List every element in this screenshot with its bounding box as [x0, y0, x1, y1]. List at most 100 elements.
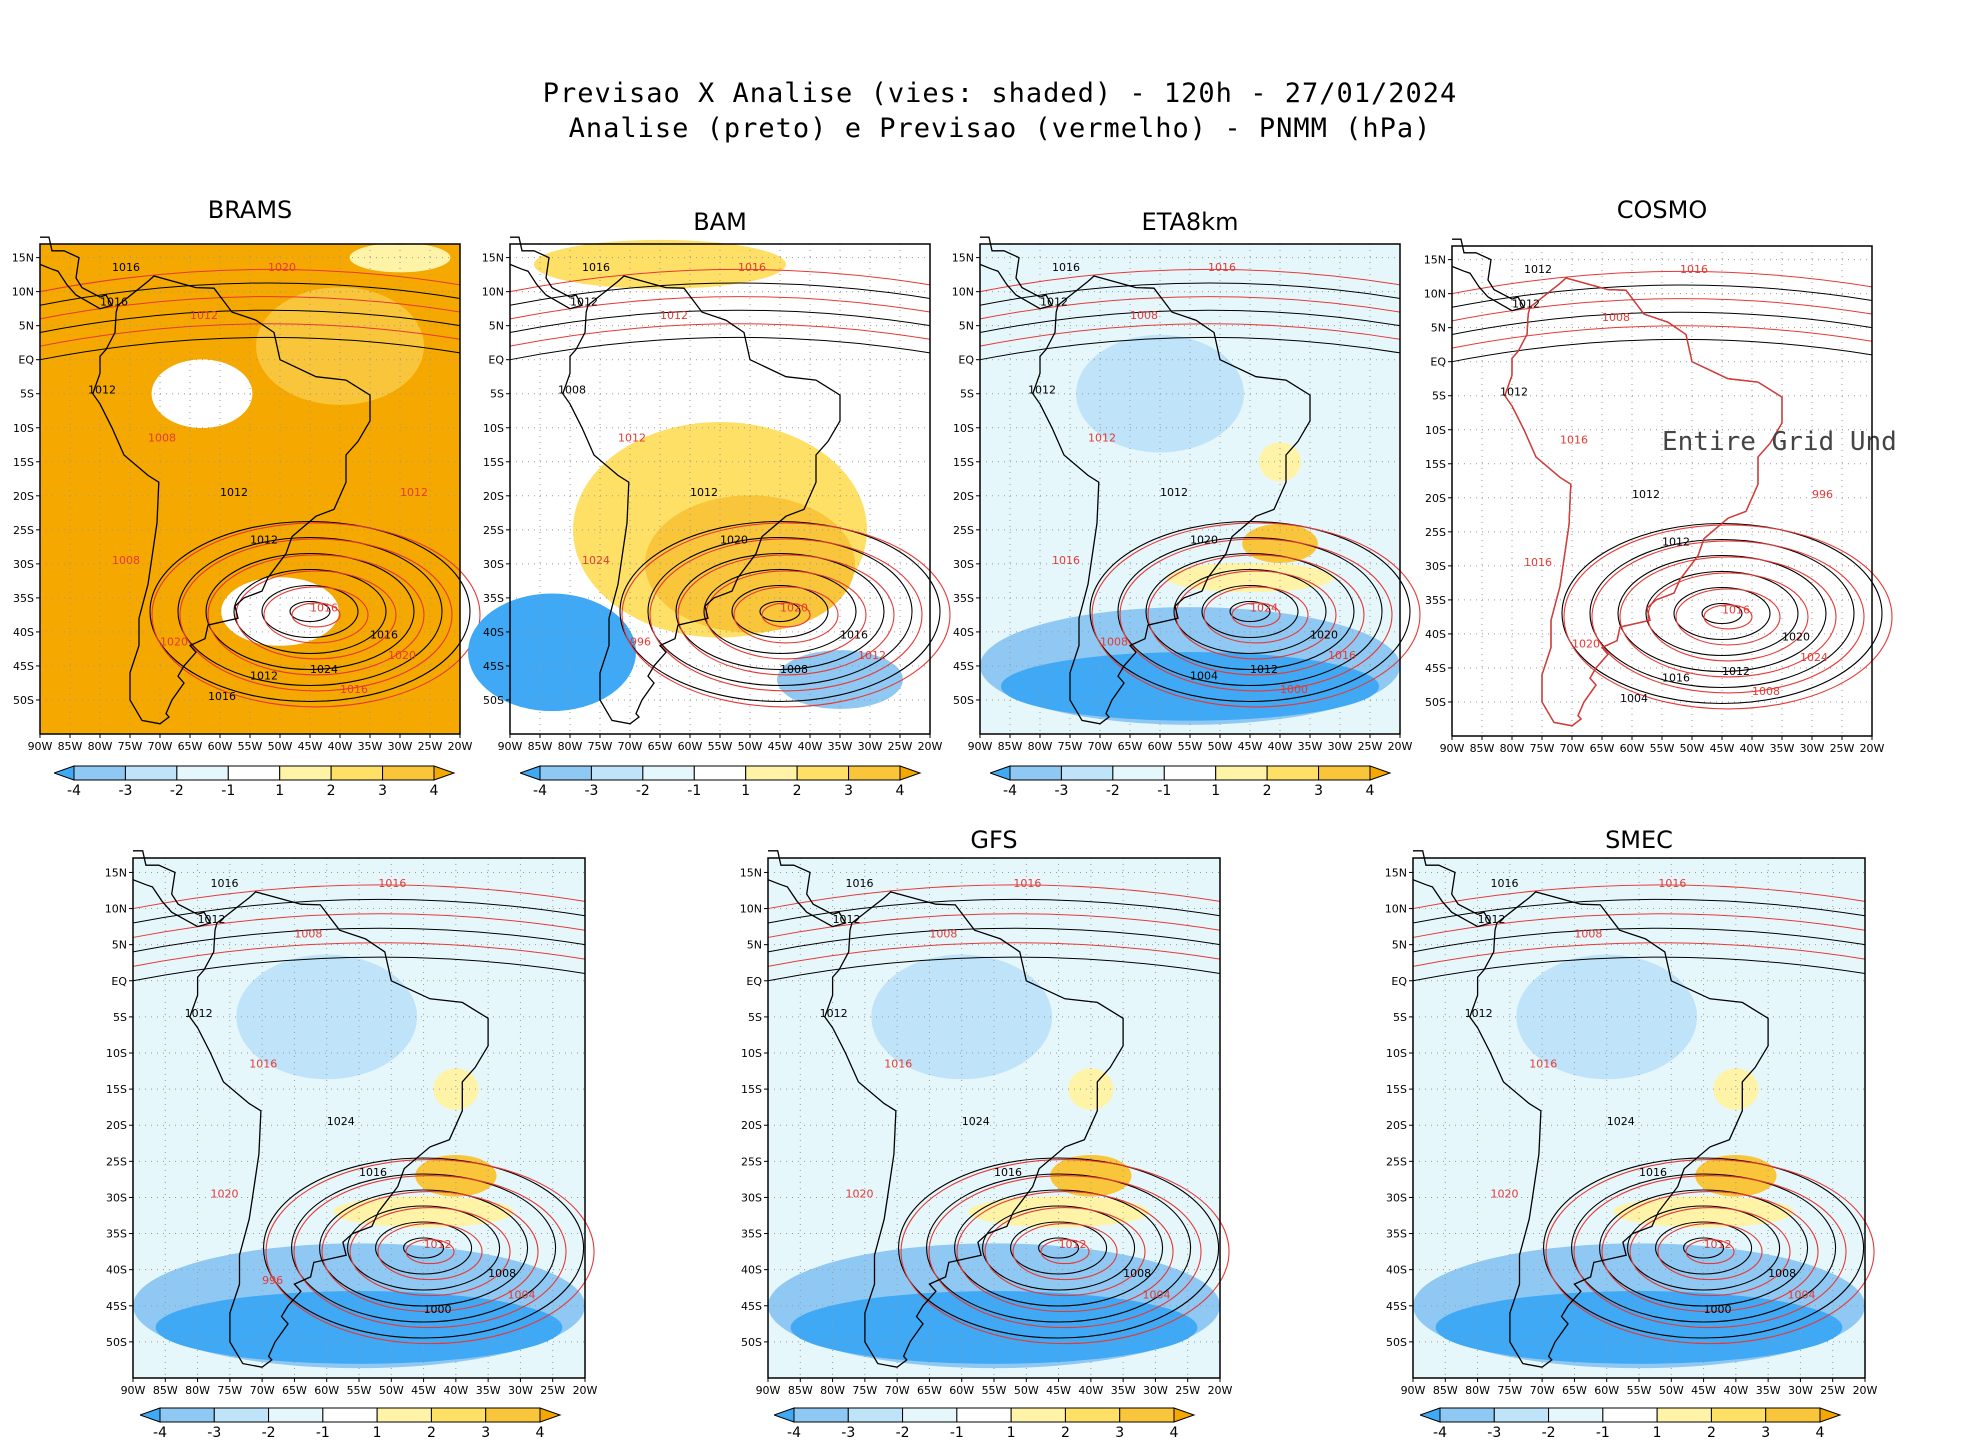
lat-tick-label: 50S	[483, 694, 504, 707]
lat-tick-label: 25S	[953, 524, 974, 537]
isobar-label: 1020	[1490, 1187, 1518, 1200]
lat-tick-label: 40S	[13, 626, 34, 639]
lon-tick-label: 45W	[298, 740, 323, 753]
lon-tick-label: 45W	[1691, 1384, 1716, 1397]
lon-tick-label: 70W	[250, 1384, 275, 1397]
isobar-label: 1016	[1560, 433, 1588, 446]
colorbar-label: -3	[841, 1425, 855, 1440]
isobar-label: 1012	[858, 649, 886, 662]
lon-tick-label: 85W	[528, 740, 553, 753]
lon-tick-label: 55W	[1627, 1384, 1652, 1397]
south-america-coastline	[1469, 891, 1769, 1368]
isobar-label: 1012	[1250, 663, 1278, 676]
map-panel-panel5: 1016 1016 1012 1008 1012 1016 1024 1020 1016 1012…	[105, 850, 598, 1412]
lat-tick-label: 10S	[1425, 424, 1446, 437]
isobar-label: 1016	[884, 1057, 912, 1070]
colorbar-bam-wrap: -4 -3 -2 -1 1 2 3 4	[518, 758, 940, 802]
colorbar-label: -4	[153, 1425, 167, 1440]
lon-tick-label: 65W	[1562, 1384, 1587, 1397]
lat-tick-label: EQ	[18, 354, 34, 367]
lon-tick-label: 30W	[1800, 742, 1825, 755]
colorbar-label: -1	[221, 783, 235, 798]
lat-tick-label: 50S	[1386, 1336, 1407, 1349]
isobar-label: 1016	[208, 690, 236, 703]
lat-tick-label: 5S	[490, 388, 504, 401]
lon-tick-label: 20W	[918, 740, 943, 753]
lon-tick-label: 60W	[678, 740, 703, 753]
lon-tick-label: 80W	[1465, 1384, 1490, 1397]
lon-tick-label: 75W	[1497, 1384, 1522, 1397]
colorbar-label: -1	[950, 1425, 964, 1440]
colorbar-panel5-wrap: -4 -3 -2 -1 1 2 3 4	[138, 1400, 580, 1444]
lon-tick-label: 40W	[1723, 1384, 1748, 1397]
lat-tick-label: 5N	[1392, 939, 1407, 952]
colorbar-label: -3	[1487, 1425, 1501, 1440]
colorbar-label: 3	[1115, 1425, 1124, 1440]
lat-tick-label: 15S	[1386, 1083, 1407, 1096]
lat-tick-label: 15S	[741, 1083, 762, 1096]
colorbar-label: -3	[1054, 783, 1068, 798]
isobar-label: 1016	[310, 602, 338, 615]
south-america-coastline	[562, 275, 841, 725]
lon-tick-label: 40W	[798, 740, 823, 753]
isobar-label: 1024	[1250, 602, 1278, 615]
lon-tick-label: 80W	[558, 740, 583, 753]
lon-tick-label: 75W	[1058, 740, 1083, 753]
isobar-label: 1012	[1632, 488, 1660, 501]
lon-tick-label: 85W	[1470, 742, 1495, 755]
lon-tick-label: 50W	[379, 1384, 404, 1397]
isobar-label: 1012	[1040, 295, 1068, 308]
lon-tick-label: 50W	[268, 740, 293, 753]
lon-tick-label: 25W	[1820, 1384, 1845, 1397]
lat-tick-label: 5N	[489, 320, 504, 333]
lat-tick-label: 5N	[747, 939, 762, 952]
lat-tick-label: 5S	[960, 388, 974, 401]
isobar-label: 1004	[1190, 670, 1218, 683]
lon-tick-label: 50W	[1014, 1384, 1039, 1397]
isobar-label: 1020	[268, 261, 296, 274]
isobar-label: 1008	[1574, 927, 1602, 940]
isobar-label: 1016	[738, 261, 766, 274]
colorbar-label: -2	[1106, 783, 1120, 798]
isobar-label: 1020	[1310, 629, 1338, 642]
colorbar-label: 2	[1707, 1425, 1716, 1440]
lat-tick-label: 10N	[12, 286, 34, 299]
panel-title-eta8km: ETA8km	[1141, 208, 1239, 236]
lon-tick-label: 90W	[1440, 742, 1465, 755]
lon-tick-label: 50W	[738, 740, 763, 753]
colorbar-label: 2	[1061, 1425, 1070, 1440]
isobar-label: 1020	[780, 602, 808, 615]
lat-tick-label: 10S	[741, 1047, 762, 1060]
lon-tick-label: 90W	[756, 1384, 781, 1397]
lon-tick-label: 40W	[1740, 742, 1765, 755]
panel-title-gfs: GFS	[970, 826, 1018, 854]
isobar-label: 1004	[1788, 1289, 1816, 1302]
lon-tick-label: 55W	[347, 1384, 372, 1397]
lat-tick-label: 45S	[1425, 662, 1446, 675]
lat-tick-label: 45S	[106, 1300, 127, 1313]
colorbar-label: -4	[1003, 783, 1017, 798]
lat-tick-label: 30S	[1425, 560, 1446, 573]
lat-tick-label: 30S	[13, 558, 34, 571]
lon-tick-label: 35W	[1756, 1384, 1781, 1397]
undefined-grid-notice: Entire Grid Und	[1662, 427, 1897, 457]
lat-tick-label: 5S	[748, 1011, 762, 1024]
panel-title-cosmo: COSMO	[1616, 196, 1708, 224]
lon-tick-label: 80W	[820, 1384, 845, 1397]
isobar-label: 1016	[994, 1166, 1022, 1179]
colorbar-label: 1	[373, 1425, 382, 1440]
lon-tick-label: 40W	[443, 1384, 468, 1397]
lon-tick-label: 85W	[58, 740, 83, 753]
isobar-label: 1012	[1088, 431, 1116, 444]
isobar-label: 1012	[833, 913, 861, 926]
isobar-label: 1004	[508, 1289, 536, 1302]
isobar-label: 1016	[340, 683, 368, 696]
map-cosmo: 1012 101610121008101210161012101610121016…	[1424, 238, 1897, 755]
lon-tick-label: 35W	[476, 1384, 501, 1397]
isobar-label: 1020	[1572, 638, 1600, 651]
lat-tick-label: 5S	[20, 388, 34, 401]
isobar-label: 1012	[424, 1238, 452, 1251]
isobar-label: 1020	[160, 636, 188, 649]
lat-tick-label: 20S	[106, 1119, 127, 1132]
lat-tick-label: 30S	[1386, 1191, 1407, 1204]
